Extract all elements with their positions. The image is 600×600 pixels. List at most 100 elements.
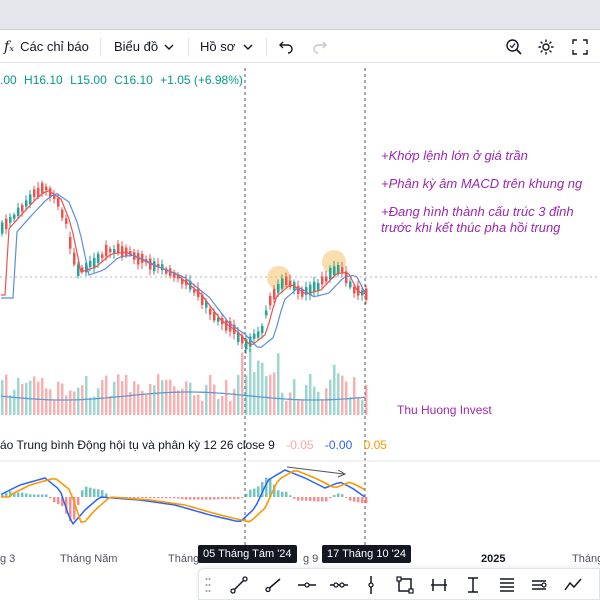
volume-bar bbox=[365, 384, 368, 415]
rectangle-tool[interactable] bbox=[393, 573, 417, 597]
fib-tool[interactable] bbox=[495, 573, 519, 597]
pattern-icon bbox=[564, 578, 582, 591]
candle-body bbox=[209, 308, 212, 315]
histogram-bar bbox=[5, 492, 8, 497]
histogram-bar bbox=[197, 497, 200, 500]
histogram-bar bbox=[353, 497, 356, 502]
price-chart[interactable] bbox=[0, 63, 600, 568]
pattern-tool[interactable] bbox=[561, 573, 585, 597]
candle-body bbox=[13, 214, 16, 219]
macd-indicator-name: áo Trung bình Động hội tụ và phân kỳ 12 … bbox=[0, 438, 275, 452]
trendline-tool[interactable] bbox=[227, 573, 251, 597]
volume-bar bbox=[193, 395, 196, 415]
candle-body bbox=[201, 294, 204, 306]
candle-body bbox=[353, 286, 356, 294]
histogram-bar bbox=[269, 479, 272, 497]
volume-bar bbox=[293, 379, 296, 415]
volume-bar bbox=[349, 397, 352, 415]
histogram-bar bbox=[169, 497, 172, 499]
brush-tool[interactable] bbox=[527, 573, 551, 597]
candle-body bbox=[125, 247, 128, 256]
histogram-bar bbox=[253, 488, 256, 497]
histogram-bar bbox=[361, 497, 364, 504]
candle-body bbox=[333, 266, 336, 276]
volume-bar bbox=[241, 352, 244, 415]
candle-body bbox=[305, 287, 308, 295]
signal-value: 0.05 bbox=[363, 438, 387, 452]
macd-line bbox=[0, 469, 366, 526]
histogram-bar bbox=[177, 497, 180, 499]
volume-bar bbox=[229, 400, 232, 415]
candle-body bbox=[121, 246, 124, 258]
histogram-bar bbox=[73, 497, 76, 520]
chevron-down-icon bbox=[243, 44, 253, 50]
histogram-bar bbox=[273, 484, 276, 497]
volume-bar bbox=[205, 384, 208, 415]
histogram-bar bbox=[301, 497, 304, 501]
ray-tool[interactable] bbox=[261, 573, 285, 597]
histogram-bar bbox=[45, 494, 48, 497]
histogram-bar bbox=[101, 490, 104, 497]
candle-body bbox=[97, 253, 100, 263]
time-axis-label: Tháng Năm bbox=[60, 553, 118, 565]
histogram-bar bbox=[277, 490, 280, 497]
redo-button[interactable] bbox=[312, 30, 328, 63]
crosshair-date-badge-2: 17 Tháng 10 '24 bbox=[322, 545, 411, 563]
volume-bar bbox=[357, 396, 360, 415]
parallel-channel-tool[interactable] bbox=[427, 573, 451, 597]
histogram-bar bbox=[245, 493, 248, 497]
indicators-button[interactable]: 𝑓ₓ Các chỉ báo bbox=[4, 30, 89, 63]
change-value: +1.05 (+6.98%) bbox=[160, 73, 243, 87]
candle-body bbox=[237, 332, 240, 343]
volume-bar bbox=[49, 389, 52, 415]
histogram-bar bbox=[17, 492, 20, 497]
candle-body bbox=[337, 265, 340, 274]
candle-body bbox=[249, 336, 252, 347]
candle-body bbox=[21, 204, 24, 212]
time-axis-label: g 9 bbox=[303, 553, 319, 565]
rectangle-icon bbox=[396, 576, 414, 594]
histogram-bar bbox=[49, 497, 52, 499]
candle-body bbox=[281, 278, 284, 289]
cursor-tool[interactable] bbox=[461, 573, 485, 597]
ma-fast-line bbox=[1, 190, 366, 346]
crosshair-date-badge-1: 05 Tháng Tám '24 bbox=[198, 545, 297, 563]
candle-body bbox=[181, 279, 184, 284]
profile-button[interactable]: Hồ sơ bbox=[200, 30, 253, 63]
volume-bar bbox=[269, 374, 272, 415]
candle-body bbox=[289, 280, 292, 288]
horizontal-line-tool[interactable] bbox=[295, 573, 319, 597]
ohlc-legend: .00 H16.10 L15.00 C16.10 +1.05 (+6.98%) bbox=[0, 73, 247, 87]
candle-body bbox=[101, 254, 104, 259]
volume-bar bbox=[317, 391, 320, 415]
zoom-button[interactable] bbox=[505, 30, 523, 63]
settings-button[interactable] bbox=[537, 30, 555, 63]
vertical-line-tool[interactable] bbox=[359, 573, 383, 597]
volume-bars bbox=[1, 348, 368, 415]
drag-handle[interactable] bbox=[205, 576, 211, 594]
volume-bar bbox=[253, 372, 256, 415]
histogram-bar bbox=[237, 497, 240, 500]
extended-line-tool[interactable] bbox=[327, 573, 351, 597]
candle-body bbox=[277, 283, 280, 293]
macd-legend[interactable]: áo Trung bình Động hội tụ và phân kỳ 12 … bbox=[0, 438, 387, 452]
trendline-icon bbox=[230, 576, 248, 594]
volume-bar bbox=[281, 392, 284, 415]
volume-bar bbox=[53, 400, 56, 415]
chart-type-button[interactable]: Biểu đồ bbox=[114, 30, 174, 63]
zoom-icon bbox=[506, 38, 522, 55]
histogram-bar bbox=[1, 494, 4, 497]
candle-body bbox=[205, 300, 208, 308]
undo-button[interactable] bbox=[278, 30, 294, 63]
volume-bar bbox=[173, 386, 176, 415]
candle-body bbox=[41, 182, 44, 194]
macd-value: -0.00 bbox=[324, 438, 353, 452]
histogram-bar bbox=[309, 497, 312, 501]
fullscreen-button[interactable] bbox=[572, 30, 588, 63]
volume-bar bbox=[41, 377, 44, 415]
candle-body bbox=[113, 249, 116, 254]
volume-bar bbox=[333, 364, 336, 415]
candle-body bbox=[9, 216, 12, 223]
volume-bar bbox=[121, 380, 124, 415]
volume-bar bbox=[145, 394, 148, 415]
